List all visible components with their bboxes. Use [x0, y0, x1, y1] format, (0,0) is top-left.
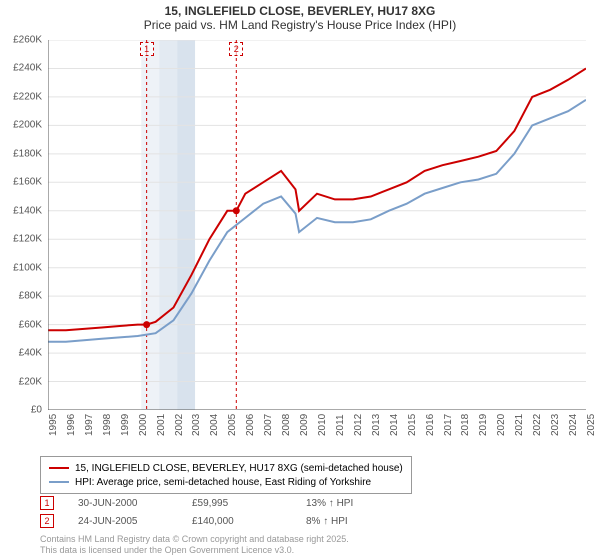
sale-price: £140,000 [192, 516, 282, 527]
x-tick-label: 2012 [353, 414, 364, 436]
x-axis-labels: 1995 1996 1997 1998 1999 2000 2001 2002 2003 2004… [48, 414, 586, 454]
sale-price: £59,995 [192, 498, 282, 509]
sale-marker-box: 1 [140, 42, 154, 56]
y-tick-label: £260K [13, 35, 42, 46]
chart-area: 12 [48, 40, 586, 410]
y-axis-labels: £0£20K£40K£60K£80K£100K£120K£140K£160K£1… [0, 40, 44, 410]
x-tick-label: 1995 [48, 414, 59, 436]
x-tick-label: 2015 [407, 414, 418, 436]
x-tick-label: 1999 [120, 414, 131, 436]
x-tick-label: 2007 [263, 414, 274, 436]
y-tick-label: £120K [13, 234, 42, 245]
footnote-line: Contains HM Land Registry data © Crown c… [40, 534, 349, 545]
x-tick-label: 2021 [514, 414, 525, 436]
x-tick-label: 1996 [66, 414, 77, 436]
sale-row: 2 24-JUN-2005 £140,000 8% ↑ HPI [40, 512, 353, 530]
sale-delta: 13% ↑ HPI [306, 498, 353, 509]
legend-swatch [49, 467, 69, 469]
y-tick-label: £40K [19, 348, 42, 359]
sale-delta: 8% ↑ HPI [306, 516, 348, 527]
y-tick-label: £80K [19, 291, 42, 302]
x-tick-label: 2008 [281, 414, 292, 436]
title-block: 15, INGLEFIELD CLOSE, BEVERLEY, HU17 8XG… [0, 0, 600, 32]
legend-item: HPI: Average price, semi-detached house,… [49, 475, 403, 489]
y-tick-label: £0 [31, 405, 42, 416]
title-line2: Price paid vs. HM Land Registry's House … [0, 18, 600, 32]
y-tick-label: £20K [19, 376, 42, 387]
y-tick-label: £60K [19, 319, 42, 330]
x-tick-label: 2017 [443, 414, 454, 436]
x-tick-label: 2004 [209, 414, 220, 436]
x-tick-label: 2023 [550, 414, 561, 436]
y-tick-label: £220K [13, 91, 42, 102]
x-tick-label: 2022 [532, 414, 543, 436]
x-tick-label: 2025 [586, 414, 597, 436]
sale-row: 1 30-JUN-2000 £59,995 13% ↑ HPI [40, 494, 353, 512]
x-tick-label: 2014 [389, 414, 400, 436]
footnote: Contains HM Land Registry data © Crown c… [40, 534, 349, 556]
x-tick-label: 2006 [245, 414, 256, 436]
x-tick-label: 1998 [102, 414, 113, 436]
y-tick-label: £100K [13, 262, 42, 273]
legend-item: 15, INGLEFIELD CLOSE, BEVERLEY, HU17 8XG… [49, 461, 403, 475]
y-tick-label: £140K [13, 205, 42, 216]
chart-container: 15, INGLEFIELD CLOSE, BEVERLEY, HU17 8XG… [0, 0, 600, 560]
y-tick-label: £160K [13, 177, 42, 188]
legend: 15, INGLEFIELD CLOSE, BEVERLEY, HU17 8XG… [40, 456, 412, 494]
x-tick-label: 2018 [460, 414, 471, 436]
sale-date: 30-JUN-2000 [78, 498, 168, 509]
legend-label: 15, INGLEFIELD CLOSE, BEVERLEY, HU17 8XG… [75, 463, 403, 474]
sale-date: 24-JUN-2005 [78, 516, 168, 527]
title-line1: 15, INGLEFIELD CLOSE, BEVERLEY, HU17 8XG [0, 4, 600, 18]
x-tick-label: 1997 [84, 414, 95, 436]
legend-swatch [49, 481, 69, 483]
legend-label: HPI: Average price, semi-detached house,… [75, 477, 371, 488]
x-tick-label: 2003 [191, 414, 202, 436]
x-tick-label: 2005 [227, 414, 238, 436]
x-tick-label: 2002 [174, 414, 185, 436]
x-tick-label: 2016 [425, 414, 436, 436]
footnote-line: This data is licensed under the Open Gov… [40, 545, 349, 556]
y-tick-label: £180K [13, 148, 42, 159]
y-tick-label: £240K [13, 63, 42, 74]
chart-svg [48, 40, 586, 410]
x-tick-label: 2024 [568, 414, 579, 436]
sale-badge: 2 [40, 514, 54, 528]
x-tick-label: 2009 [299, 414, 310, 436]
sale-rows: 1 30-JUN-2000 £59,995 13% ↑ HPI 2 24-JUN… [40, 494, 353, 530]
x-tick-label: 2013 [371, 414, 382, 436]
x-tick-label: 2020 [496, 414, 507, 436]
x-tick-label: 2011 [335, 414, 346, 436]
x-tick-label: 2010 [317, 414, 328, 436]
y-tick-label: £200K [13, 120, 42, 131]
x-tick-label: 2000 [138, 414, 149, 436]
x-tick-label: 2019 [478, 414, 489, 436]
x-tick-label: 2001 [156, 414, 167, 436]
sale-badge: 1 [40, 496, 54, 510]
sale-marker-box: 2 [229, 42, 243, 56]
